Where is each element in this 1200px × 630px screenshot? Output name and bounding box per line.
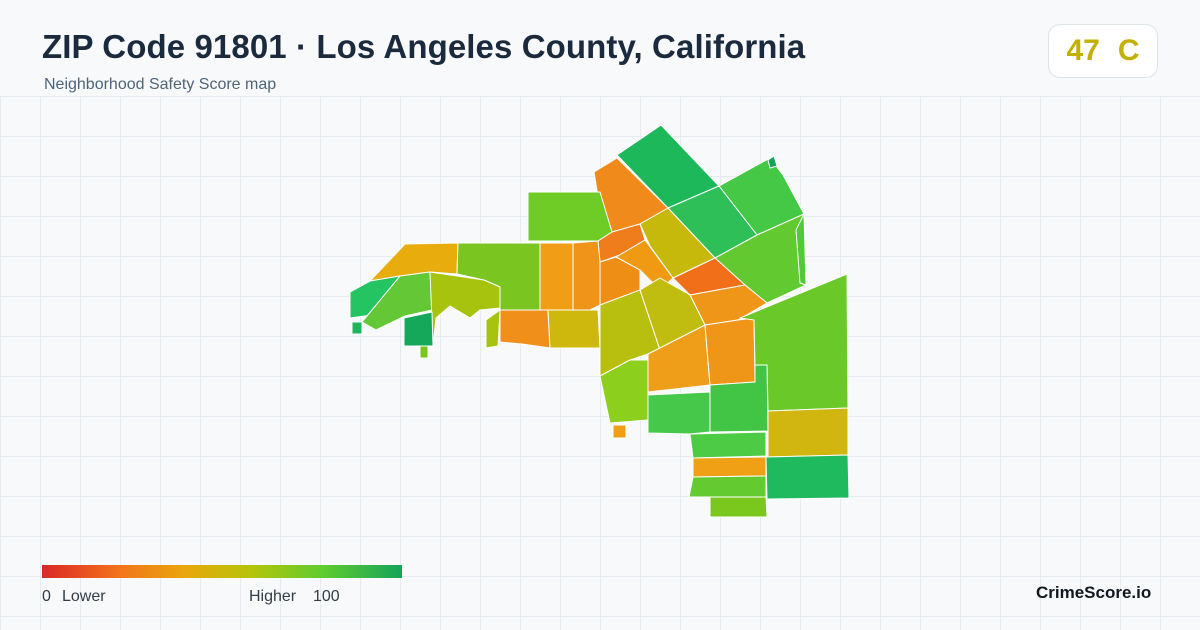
region-center-olive-2[interactable]	[639, 277, 706, 351]
region-south-mid-green-2[interactable]	[647, 391, 711, 435]
page-title: ZIP Code 91801 · Los Angeles County, Cal…	[42, 28, 806, 65]
region-far-west-bit-2[interactable]	[419, 345, 429, 359]
region-south-bit[interactable]	[612, 424, 627, 439]
page-subtitle: Neighborhood Safety Score map	[44, 76, 277, 93]
region-center-orange-2[interactable]	[704, 317, 756, 386]
brand-logo-text[interactable]: CrimeScore.io	[1036, 583, 1152, 602]
legend-max-label: 100	[313, 588, 340, 605]
region-south-yellow[interactable]	[767, 407, 849, 458]
region-south-green-strip[interactable]	[689, 431, 767, 459]
legend-gradient	[42, 565, 402, 578]
region-far-west-bit[interactable]	[351, 321, 363, 335]
region-far-west-sliver[interactable]	[485, 309, 501, 349]
region-southwest-orange[interactable]	[499, 309, 551, 349]
score-badge: 47 C	[1048, 24, 1158, 78]
legend-low-label: Lower	[62, 588, 106, 605]
region-center-olive[interactable]	[599, 289, 661, 377]
region-east-strip[interactable]	[795, 213, 807, 286]
region-south-bottom-green[interactable]	[765, 454, 850, 500]
region-south-stripes[interactable]	[688, 475, 767, 498]
legend-high-label: Higher	[249, 588, 297, 605]
legend-min-label: 0	[42, 588, 51, 605]
region-west-orange-strip-2[interactable]	[572, 240, 601, 311]
region-south-orange-strip[interactable]	[692, 456, 767, 478]
region-northeast-dot[interactable]	[767, 155, 778, 169]
region-southwest-olive[interactable]	[547, 309, 601, 349]
region-far-west-olive[interactable]	[429, 271, 501, 347]
region-north-green[interactable]	[527, 191, 613, 242]
score-grade: C	[1117, 34, 1140, 67]
region-west-orange-strip[interactable]	[539, 242, 574, 311]
region-south-bottom-strip[interactable]	[709, 496, 768, 518]
region-far-west-dark-green[interactable]	[403, 311, 434, 347]
score-value: 47	[1066, 34, 1100, 67]
